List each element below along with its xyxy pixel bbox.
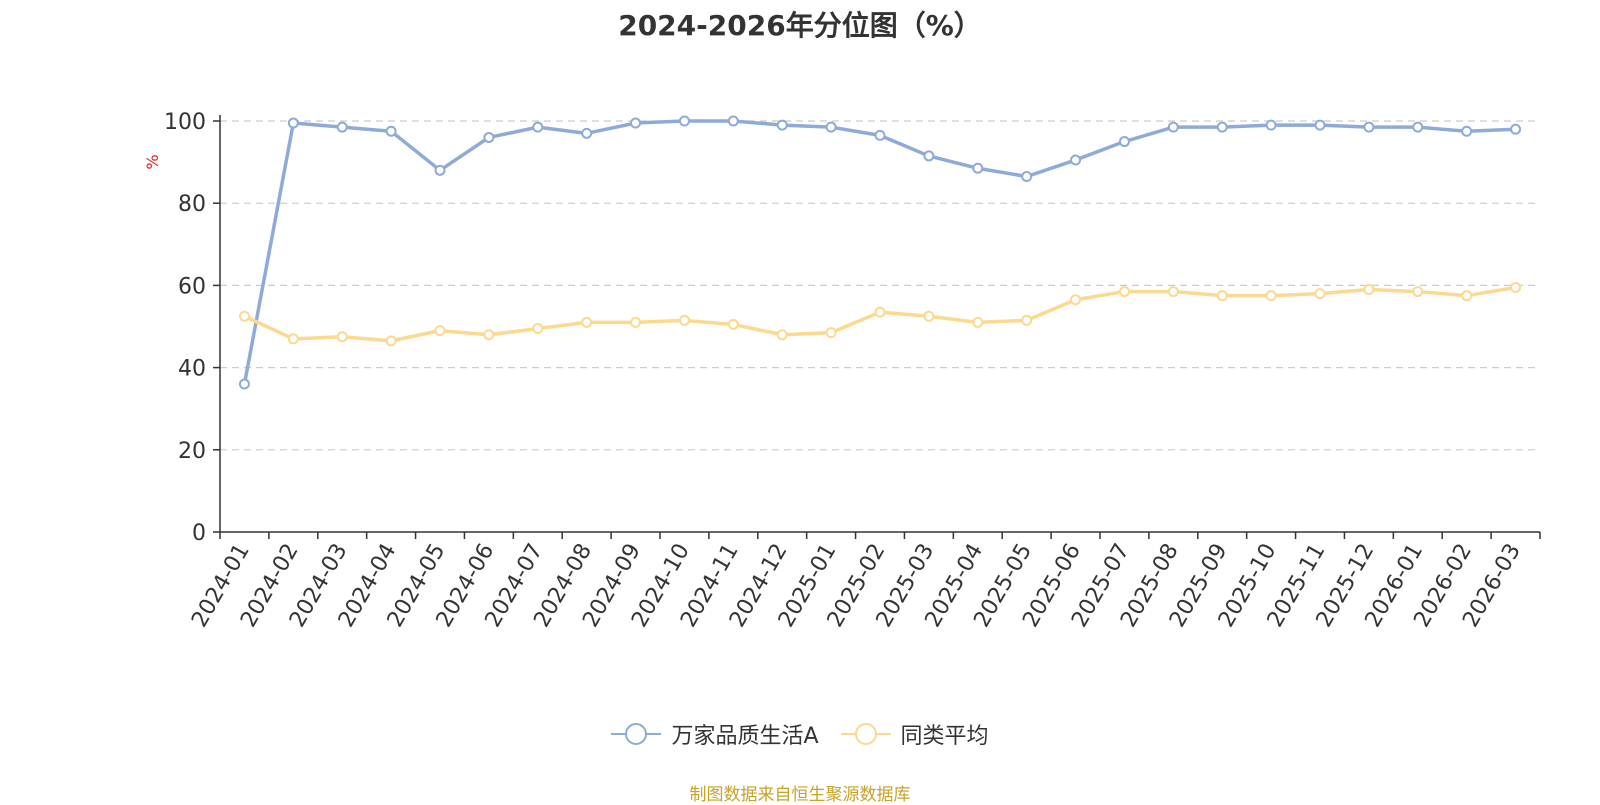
data-point-series-0[interactable] bbox=[678, 115, 690, 127]
data-point-series-0[interactable] bbox=[972, 162, 984, 174]
data-point-series-0[interactable] bbox=[1510, 123, 1522, 135]
data-point-series-0[interactable] bbox=[1167, 121, 1179, 133]
data-point-series-0[interactable] bbox=[483, 131, 495, 143]
data-point-series-1[interactable] bbox=[1216, 290, 1228, 302]
y-tick-label: 20 bbox=[178, 439, 206, 464]
legend-marker-series-a-icon bbox=[611, 723, 662, 745]
data-point-series-1[interactable] bbox=[923, 310, 935, 322]
data-point-series-0[interactable] bbox=[434, 164, 446, 176]
data-point-series-1[interactable] bbox=[532, 323, 544, 335]
source-note: 制图数据来自恒生聚源数据库 bbox=[689, 785, 911, 805]
data-point-series-1[interactable] bbox=[483, 329, 495, 341]
data-point-series-1[interactable] bbox=[1118, 286, 1130, 298]
data-point-series-1[interactable] bbox=[776, 329, 788, 341]
grid-lines bbox=[220, 120, 1540, 451]
data-point-series-0[interactable] bbox=[532, 121, 544, 133]
series-line-0 bbox=[242, 119, 1516, 385]
data-point-series-0[interactable] bbox=[336, 121, 348, 133]
data-point-series-1[interactable] bbox=[581, 316, 593, 328]
data-point-series-1[interactable] bbox=[727, 318, 739, 330]
y-tick-label: 40 bbox=[178, 357, 206, 382]
legend-marker-series-b-icon bbox=[840, 723, 891, 745]
data-point-series-0[interactable] bbox=[1021, 170, 1033, 182]
data-point-series-0[interactable] bbox=[238, 378, 250, 390]
legend-item-series-a[interactable]: 万家品质生活A bbox=[611, 718, 819, 750]
data-point-series-0[interactable] bbox=[1265, 119, 1277, 131]
data-point-series-1[interactable] bbox=[1314, 288, 1326, 300]
data-point-series-0[interactable] bbox=[385, 125, 397, 137]
data-point-series-0[interactable] bbox=[630, 117, 642, 129]
data-point-series-1[interactable] bbox=[1265, 290, 1277, 302]
series-lines bbox=[238, 115, 1522, 390]
y-tick-label: 60 bbox=[178, 274, 206, 299]
y-tick-label: 100 bbox=[164, 110, 206, 135]
chart-title: 2024-2026年分位图（%） bbox=[618, 9, 982, 42]
y-tick-label: 0 bbox=[192, 521, 206, 546]
data-point-series-1[interactable] bbox=[1510, 281, 1522, 293]
data-point-series-1[interactable] bbox=[874, 306, 886, 318]
axes bbox=[213, 115, 1541, 539]
data-point-series-1[interactable] bbox=[1070, 294, 1082, 306]
data-point-series-1[interactable] bbox=[1412, 286, 1424, 298]
data-point-series-1[interactable] bbox=[825, 327, 837, 339]
data-point-series-0[interactable] bbox=[825, 121, 837, 133]
data-point-series-0[interactable] bbox=[776, 119, 788, 131]
data-point-series-0[interactable] bbox=[1314, 119, 1326, 131]
data-point-series-0[interactable] bbox=[1461, 125, 1473, 137]
legend-label-series-b: 同类平均 bbox=[900, 724, 989, 749]
data-point-series-0[interactable] bbox=[727, 115, 739, 127]
data-point-series-0[interactable] bbox=[287, 117, 299, 129]
data-point-series-0[interactable] bbox=[1412, 121, 1424, 133]
data-point-series-1[interactable] bbox=[1461, 290, 1473, 302]
data-point-series-1[interactable] bbox=[287, 333, 299, 345]
data-point-series-1[interactable] bbox=[434, 325, 446, 337]
y-axis-label: % bbox=[143, 154, 162, 169]
data-point-series-0[interactable] bbox=[1216, 121, 1228, 133]
data-point-series-1[interactable] bbox=[1363, 284, 1375, 296]
data-point-series-0[interactable] bbox=[581, 127, 593, 139]
data-point-series-1[interactable] bbox=[336, 331, 348, 343]
data-point-series-0[interactable] bbox=[874, 129, 886, 141]
data-point-series-1[interactable] bbox=[385, 335, 397, 347]
data-point-series-1[interactable] bbox=[630, 316, 642, 328]
data-point-series-1[interactable] bbox=[678, 314, 690, 326]
legend-label-series-a: 万家品质生活A bbox=[671, 724, 819, 749]
data-point-series-1[interactable] bbox=[972, 316, 984, 328]
data-point-series-1[interactable] bbox=[1021, 314, 1033, 326]
legend-item-series-b[interactable]: 同类平均 bbox=[840, 718, 989, 750]
data-point-series-1[interactable] bbox=[1167, 286, 1179, 298]
y-tick-label: 80 bbox=[178, 192, 206, 217]
line-chart: 020406080100%2024-012024-022024-032024-0… bbox=[143, 110, 1541, 632]
data-point-series-0[interactable] bbox=[1118, 136, 1130, 148]
data-point-series-0[interactable] bbox=[1070, 154, 1082, 166]
data-point-series-1[interactable] bbox=[238, 310, 250, 322]
legend: 万家品质生活A 同类平均 bbox=[0, 718, 1600, 750]
data-point-series-0[interactable] bbox=[923, 150, 935, 162]
data-point-series-0[interactable] bbox=[1363, 121, 1375, 133]
tick-labels: 020406080100%2024-012024-022024-032024-0… bbox=[143, 110, 1526, 632]
